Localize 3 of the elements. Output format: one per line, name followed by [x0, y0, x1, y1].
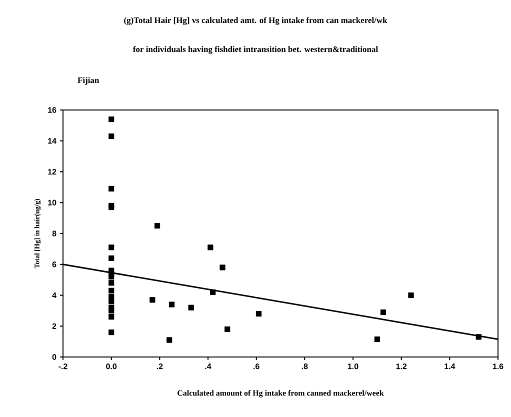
- chart-title: (g)Total Hair [Hg] vs calculated amt. of Hg intake from can mackerel/wk: [124, 17, 388, 25]
- text: Fijian: [78, 77, 100, 85]
- chart-subtitle: for individuals having fishdiet intransition bet. western&traditional: [133, 46, 378, 54]
